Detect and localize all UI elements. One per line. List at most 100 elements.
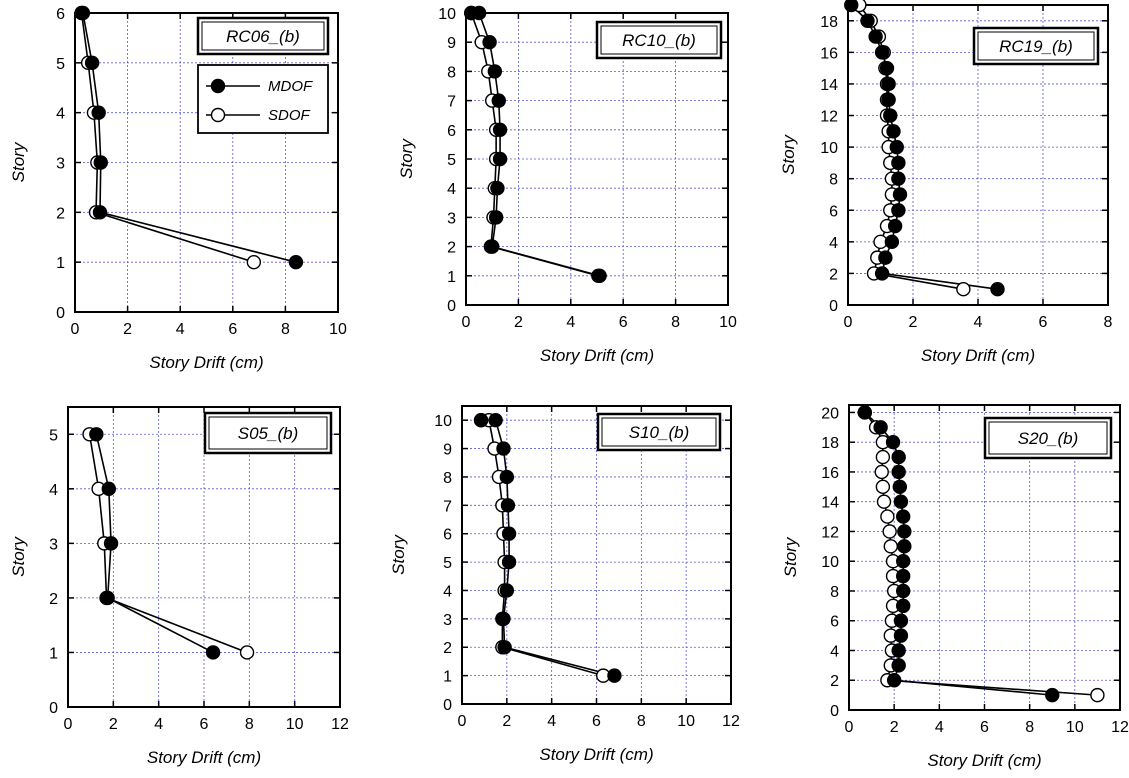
y-tick-label: 4 xyxy=(829,235,838,252)
y-tick-label: 9 xyxy=(447,35,456,52)
data-point-mdof xyxy=(891,155,906,171)
legend: MDOF SDOF xyxy=(197,64,329,134)
data-point-mdof xyxy=(896,598,911,614)
title-box-outer xyxy=(983,416,1113,460)
title-box-outer xyxy=(203,411,333,455)
x-tick-label: 4 xyxy=(154,716,163,733)
data-point-mdof xyxy=(488,210,504,225)
x-axis-label: Story Drift (cm) xyxy=(921,346,1035,365)
data-point-mdof xyxy=(492,151,508,167)
data-point-mdof xyxy=(892,187,908,202)
data-point-mdof xyxy=(896,583,911,599)
x-tick-label: 12 xyxy=(331,716,349,733)
y-tick-label: 3 xyxy=(49,536,58,553)
y-tick-label: 10 xyxy=(820,140,838,157)
x-tick-label: 8 xyxy=(671,314,680,331)
data-point-mdof xyxy=(496,441,511,456)
x-tick-label: 8 xyxy=(281,321,290,338)
data-point-mdof xyxy=(91,105,106,120)
y-tick-label: 10 xyxy=(821,554,839,571)
data-point-mdof xyxy=(873,420,888,435)
data-point-mdof xyxy=(868,29,883,44)
x-axis-label: Story Drift (cm) xyxy=(149,353,263,372)
y-tick-label: 5 xyxy=(443,555,452,572)
data-point-mdof xyxy=(487,64,503,79)
data-point-mdof xyxy=(491,93,506,108)
data-point-mdof xyxy=(892,479,908,495)
series-line-sdof xyxy=(858,4,964,290)
data-point-sdof xyxy=(876,494,892,509)
y-tick-label: 16 xyxy=(820,45,838,62)
y-tick-label: 0 xyxy=(443,697,452,714)
x-tick-label: 0 xyxy=(844,314,853,331)
y-tick-label: 18 xyxy=(820,14,838,31)
y-tick-label: 7 xyxy=(443,498,452,515)
y-tick-label: 4 xyxy=(447,181,456,198)
x-tick-label: 10 xyxy=(1066,719,1084,736)
x-tick-label: 6 xyxy=(200,716,209,733)
data-point-sdof xyxy=(875,449,891,465)
data-point-mdof xyxy=(497,640,512,655)
legend-label: MDOF xyxy=(268,78,313,95)
chart-panel: 0 2 4 6 8 0 2 4 6 8 10 12 14 16 18 Story Drift (cm) Stor… xyxy=(779,0,1113,365)
y-tick-label: 5 xyxy=(49,427,58,444)
data-point-sdof xyxy=(1090,687,1105,703)
data-point-mdof xyxy=(878,250,893,265)
x-tick-label: 4 xyxy=(547,713,556,730)
legend-label: SDOF xyxy=(268,107,311,124)
chart-panel: 0 2 4 6 8 10 0 1 2 3 4 5 6 Story Drift (cm) Story RC06_… xyxy=(9,5,347,372)
data-point-mdof xyxy=(897,539,912,554)
data-point-mdof xyxy=(887,218,903,234)
y-tick-label: 1 xyxy=(49,645,58,662)
x-tick-label: 2 xyxy=(890,719,899,736)
y-tick-label: 1 xyxy=(447,269,456,286)
y-tick-label: 12 xyxy=(820,109,838,126)
data-point-sdof xyxy=(956,282,971,297)
data-point-mdof xyxy=(100,590,115,606)
data-point-mdof xyxy=(496,611,511,627)
data-point-mdof xyxy=(889,139,904,155)
series-line-mdof xyxy=(82,12,297,263)
data-point-mdof xyxy=(499,469,515,485)
y-tick-label: 8 xyxy=(829,172,838,189)
data-point-mdof xyxy=(893,628,909,643)
title-box-outer xyxy=(196,16,330,56)
data-point-mdof xyxy=(860,13,875,28)
x-tick-label: 2 xyxy=(109,716,118,733)
series-line-mdof xyxy=(471,12,600,277)
data-point-mdof xyxy=(891,203,906,218)
data-point-mdof xyxy=(896,509,911,524)
data-point-mdof xyxy=(990,282,1005,297)
x-tick-label: 12 xyxy=(722,713,740,730)
x-tick-label: 2 xyxy=(514,314,523,331)
y-tick-label: 2 xyxy=(443,640,452,657)
y-tick-label: 0 xyxy=(447,298,456,315)
data-point-mdof xyxy=(501,526,517,541)
chart-title: S10_(b) xyxy=(629,423,689,442)
x-tick-label: 4 xyxy=(566,314,575,331)
x-tick-label: 0 xyxy=(462,314,471,331)
y-axis-label: Story xyxy=(397,138,416,179)
y-tick-label: 6 xyxy=(447,123,456,140)
data-point-mdof xyxy=(492,122,508,138)
y-tick-label: 6 xyxy=(56,6,65,23)
data-point-mdof xyxy=(473,412,489,428)
y-tick-label: 5 xyxy=(56,56,65,73)
data-point-mdof xyxy=(891,449,906,465)
title-box-outer xyxy=(595,20,723,60)
y-tick-label: 5 xyxy=(447,152,456,169)
data-point-mdof xyxy=(883,108,898,123)
data-point-mdof xyxy=(482,35,497,50)
data-point-sdof xyxy=(882,524,897,539)
title-box-inner xyxy=(201,21,325,51)
data-point-mdof xyxy=(488,412,503,428)
data-point-mdof xyxy=(857,405,873,420)
data-point-sdof xyxy=(875,479,891,495)
data-point-mdof xyxy=(891,171,906,186)
y-axis-label: Story xyxy=(781,536,800,577)
y-tick-label: 6 xyxy=(830,614,839,631)
x-axis-label: Story Drift (cm) xyxy=(540,346,654,365)
data-point-sdof xyxy=(880,509,895,524)
